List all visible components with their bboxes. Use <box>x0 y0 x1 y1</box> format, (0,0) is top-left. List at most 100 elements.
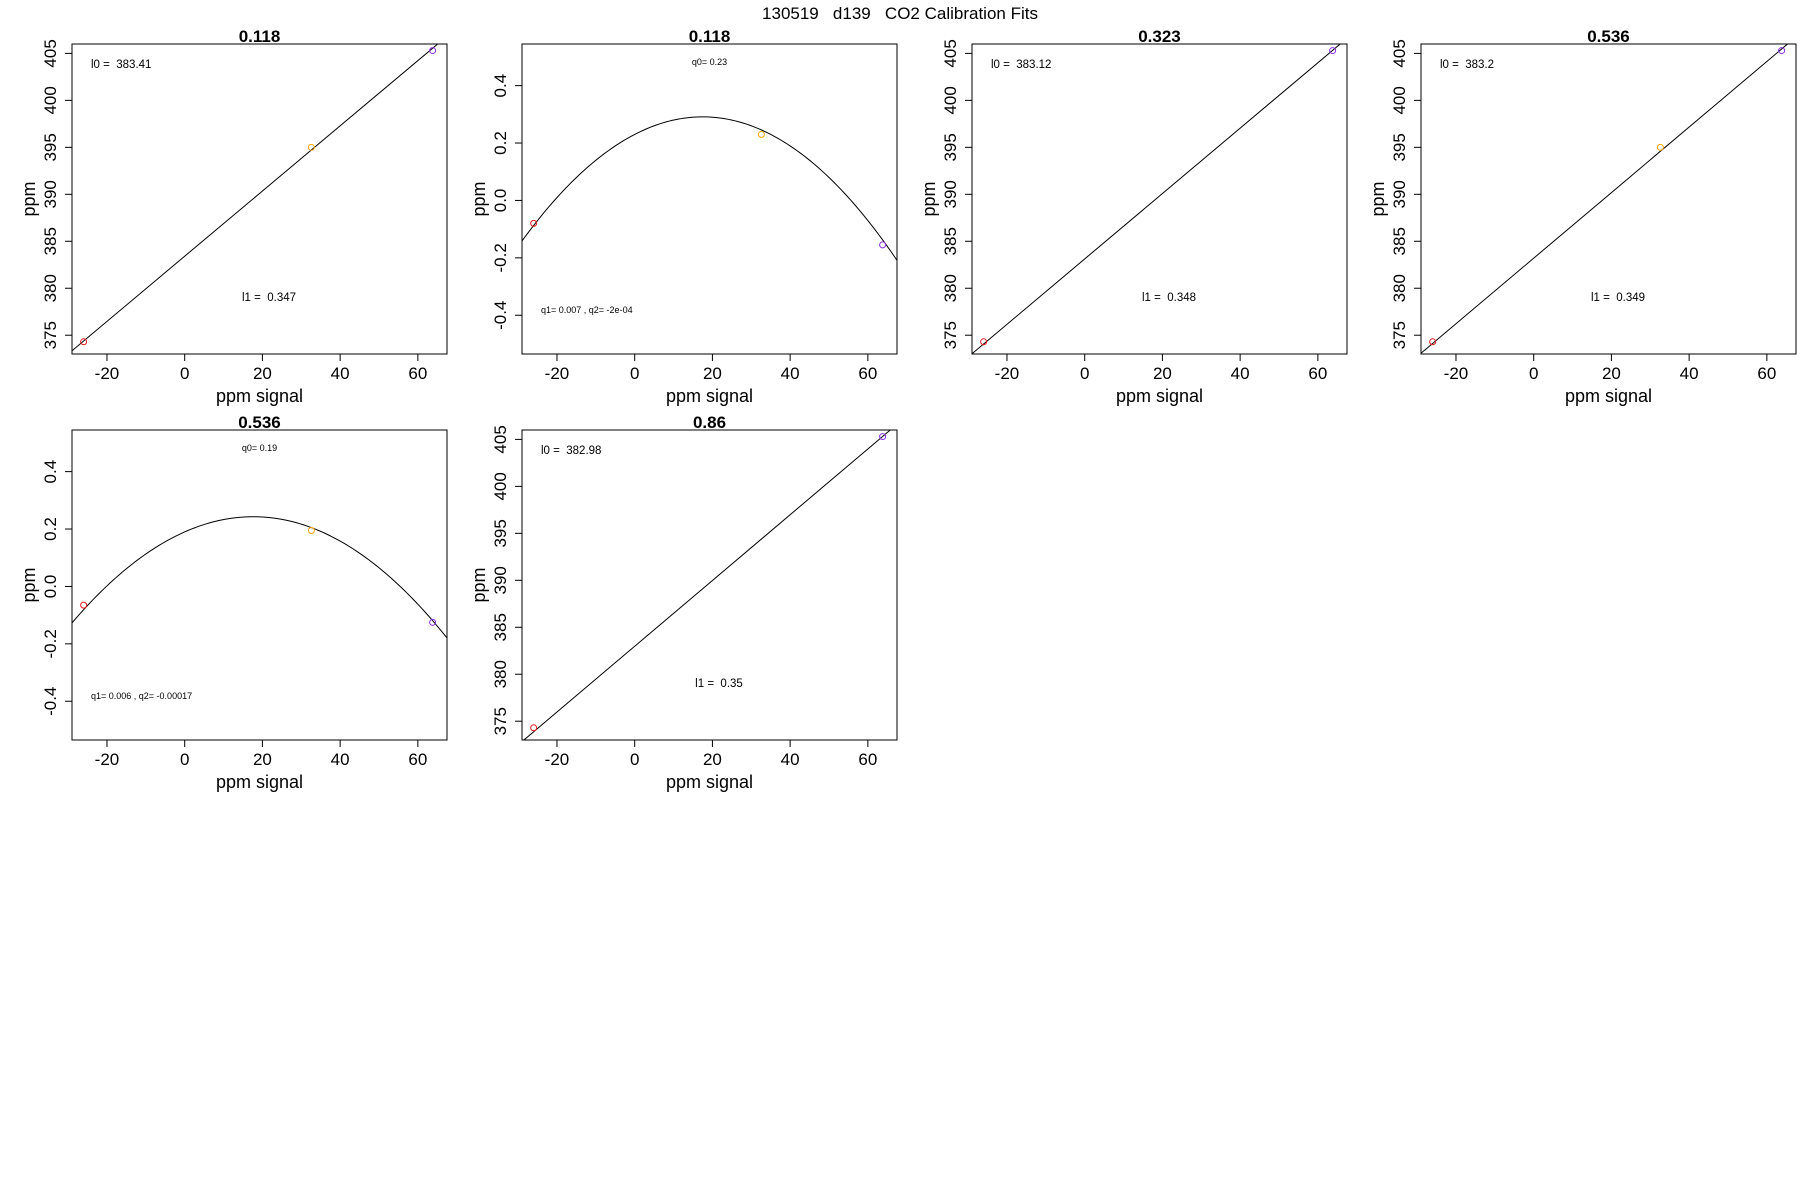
x-tick-label: -20 <box>545 364 570 383</box>
y-tick-label: 395 <box>941 133 960 161</box>
x-tick-label: 20 <box>1153 364 1172 383</box>
plot-panel: 0.536 -20 0 20 40 60 ppm signal 375 380 385 390 395… <box>1368 27 1797 406</box>
plot-panel: 0.536 -20 0 20 40 60 ppm signal -0.4 -0.2 0.0 0.2 0… <box>19 413 448 792</box>
panel-title: 0.118 <box>689 27 731 46</box>
y-tick-label: 390 <box>491 566 510 594</box>
data-point <box>1656 143 1664 151</box>
plot-frame <box>1420 43 1797 355</box>
panel-title: 0.536 <box>238 413 281 432</box>
y-tick-label: 0.4 <box>491 74 510 98</box>
y-tick-label: 0.0 <box>491 189 510 213</box>
y-tick-label: 400 <box>1390 86 1409 114</box>
y-axis-label: ppm <box>919 181 939 216</box>
y-tick-label: 390 <box>41 180 60 208</box>
data-point <box>1429 338 1437 346</box>
x-tick-label: 60 <box>1308 364 1327 383</box>
fit-line <box>522 116 897 261</box>
x-tick-label: -20 <box>545 750 570 769</box>
x-axis-label: ppm signal <box>666 386 753 406</box>
annotation-l1: l1 = 0.349 <box>1591 292 1645 304</box>
panel-title: 0.118 <box>239 27 281 46</box>
data-point <box>879 433 887 441</box>
data-point <box>307 526 315 534</box>
y-tick-label: 375 <box>1390 321 1409 349</box>
data-point <box>80 338 88 346</box>
x-tick-label: 20 <box>1602 364 1621 383</box>
y-tick-label: 385 <box>941 227 960 255</box>
y-tick-label: 0.4 <box>41 460 60 484</box>
y-tick-label: 380 <box>491 660 510 688</box>
x-tick-label: 0 <box>630 364 639 383</box>
y-tick-label: 385 <box>1390 227 1409 255</box>
y-axis-label: ppm <box>19 567 39 602</box>
data-point <box>530 724 538 732</box>
x-tick-label: 60 <box>858 750 877 769</box>
x-axis-label: ppm signal <box>1565 386 1652 406</box>
y-tick-label: 375 <box>941 321 960 349</box>
data-point <box>429 618 437 626</box>
x-tick-label: 40 <box>331 364 350 383</box>
plot-panel: 0.118 -20 0 20 40 60 ppm signal 375 380 385 390 395… <box>19 27 448 406</box>
y-tick-label: 385 <box>41 227 60 255</box>
y-axis-label: ppm <box>19 181 39 216</box>
x-tick-label: 20 <box>253 750 272 769</box>
y-tick-label: 380 <box>941 274 960 302</box>
plot-panel: 0.323 -20 0 20 40 60 ppm signal 375 380 385 390 395… <box>919 27 1348 406</box>
annotation-l0: l0 = 383.41 <box>91 59 151 71</box>
x-tick-label: 40 <box>1231 364 1250 383</box>
y-tick-label: 405 <box>41 39 60 67</box>
panel-title: 0.536 <box>1587 27 1630 46</box>
x-tick-label: 0 <box>180 364 189 383</box>
y-tick-label: 405 <box>491 425 510 453</box>
annotation-l1: l1 = 0.348 <box>1142 292 1196 304</box>
x-axis-label: ppm signal <box>216 772 303 792</box>
x-tick-label: 40 <box>331 750 350 769</box>
x-tick-label: 20 <box>253 364 272 383</box>
data-point <box>757 130 765 138</box>
y-tick-label: 405 <box>1390 39 1409 67</box>
x-tick-label: 0 <box>1529 364 1538 383</box>
y-tick-label: 380 <box>41 274 60 302</box>
y-tick-label: 390 <box>941 180 960 208</box>
x-tick-label: 60 <box>408 364 427 383</box>
fit-line <box>1421 44 1789 354</box>
y-tick-label: 400 <box>491 472 510 500</box>
x-tick-label: 0 <box>1080 364 1089 383</box>
x-tick-label: 20 <box>703 364 722 383</box>
y-tick-label: 400 <box>41 86 60 114</box>
x-tick-label: 40 <box>781 750 800 769</box>
y-axis-label: ppm <box>469 181 489 216</box>
y-tick-label: 375 <box>41 321 60 349</box>
data-point <box>530 219 538 227</box>
annotation-l0: l0 = 382.98 <box>541 445 601 457</box>
annotation-q0: q0= 0.23 <box>692 57 727 67</box>
annotation-l0: l0 = 383.12 <box>991 59 1051 71</box>
plot-panel: 0.86 -20 0 20 40 60 ppm signal 375 380 385 390 395 4… <box>469 413 898 792</box>
x-tick-label: -20 <box>95 750 120 769</box>
annotation-q0: q0= 0.19 <box>242 443 277 453</box>
y-tick-label: 375 <box>491 707 510 735</box>
x-tick-label: 60 <box>858 364 877 383</box>
annotation-q1-q2: q1= 0.007 , q2= -2e-04 <box>541 305 633 315</box>
x-axis-label: ppm signal <box>666 772 753 792</box>
x-tick-label: 0 <box>180 750 189 769</box>
y-tick-label: 385 <box>491 613 510 641</box>
x-tick-label: -20 <box>1444 364 1469 383</box>
y-tick-label: 395 <box>491 519 510 547</box>
y-tick-label: 405 <box>941 39 960 67</box>
y-tick-label: -0.4 <box>491 301 510 330</box>
y-axis-label: ppm <box>1368 181 1388 216</box>
annotation-q1-q2: q1= 0.006 , q2= -0.00017 <box>91 691 192 701</box>
panel-title: 0.86 <box>693 413 726 432</box>
y-tick-label: 395 <box>1390 133 1409 161</box>
fit-line <box>72 44 439 352</box>
x-tick-label: -20 <box>95 364 120 383</box>
figure-title: 130519 d139 CO2 Calibration Fits <box>762 4 1038 23</box>
fit-line <box>523 430 892 740</box>
x-tick-label: -20 <box>995 364 1020 383</box>
y-tick-label: 400 <box>941 86 960 114</box>
data-point <box>307 143 315 151</box>
y-tick-label: 0.0 <box>41 575 60 599</box>
y-tick-label: 380 <box>1390 274 1409 302</box>
data-point <box>879 241 887 249</box>
